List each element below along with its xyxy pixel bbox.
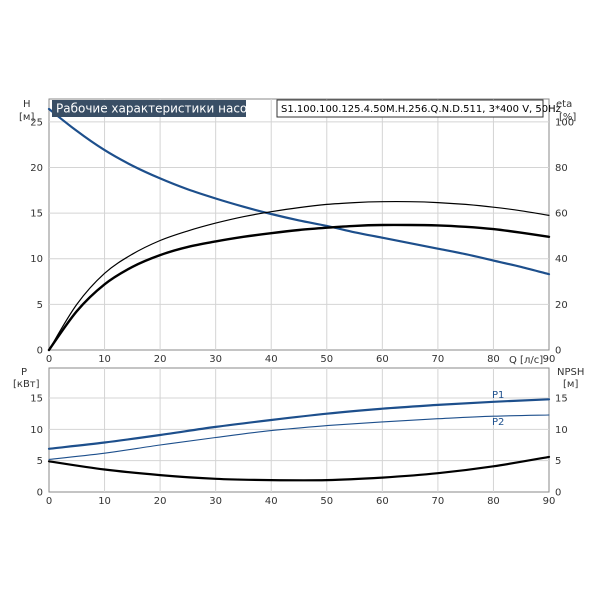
top-x-tick: 0 [46, 354, 52, 365]
top-panel: 0 10 20 30 40 50 60 70 80 90051015202502040608010… [19, 98, 576, 366]
bottom-x-tick: 70 [432, 496, 445, 507]
top-y-right-tick: 100 [555, 117, 574, 128]
top-x-tick: 20 [154, 354, 167, 365]
bottom-series-line-2 [47, 455, 551, 482]
bottom-series-line-p2 [48, 414, 550, 460]
top-y-left-tick: 25 [30, 117, 43, 128]
y-left-axis-label: H [23, 99, 31, 110]
top-tick-labels: 0 10 20 30 40 50 60 70 80 90051015202502040608010… [30, 117, 574, 365]
top-y-right-tick: 80 [555, 163, 568, 174]
bottom-x-tick: 10 [98, 496, 111, 507]
bottom-plot-frame [48, 367, 550, 493]
top-y-left-tick: 15 [30, 209, 43, 220]
bottom-x-tick: 20 [154, 496, 167, 507]
bottom-y-right-tick: 10 [555, 425, 568, 436]
bottom-y-left-tick: 5 [37, 456, 43, 467]
power-axis-unit: [кВт] [13, 379, 40, 390]
title-box [52, 100, 246, 117]
top-series-group [47, 107, 551, 352]
top-x-tick: 40 [265, 354, 278, 365]
top-x-tick: 60 [376, 354, 389, 365]
top-x-tick: 70 [432, 354, 445, 365]
top-series-line-2 [47, 223, 551, 352]
top-x-tick: 10 [98, 354, 111, 365]
top-y-right-tick: 20 [555, 300, 568, 311]
model-subtitle: S1.100.100.125.4.50M.H.256.Q.N.D.511, 3*… [281, 104, 561, 115]
top-x-tick: 50 [320, 354, 333, 365]
top-y-right-tick: 40 [555, 254, 568, 265]
bottom-series-line-p1 [47, 398, 551, 450]
bottom-x-tick: 50 [320, 496, 333, 507]
x-axis-label: Q [л/с] [509, 355, 543, 366]
top-series-line-0 [47, 107, 551, 276]
bottom-y-left-tick: 10 [30, 425, 43, 436]
top-y-right-tick: 0 [555, 346, 561, 357]
top-series-line-1 [48, 200, 550, 351]
chart-title: Рабочие характеристики насоса [56, 102, 261, 116]
bottom-x-tick: 60 [376, 496, 389, 507]
bottom-y-left-tick: 15 [30, 394, 43, 405]
bottom-series-group [47, 398, 551, 482]
bottom-y-right-tick: 0 [555, 488, 561, 499]
npsh-axis-unit: [м] [563, 379, 578, 390]
top-y-left-tick: 0 [37, 346, 43, 357]
bottom-x-tick: 90 [543, 496, 556, 507]
top-x-tick: 80 [487, 354, 500, 365]
npsh-axis-label: NPSH [557, 367, 584, 378]
legend-p1: P1 [492, 390, 504, 401]
bottom-x-tick: 0 [46, 496, 52, 507]
y-right-axis-unit: [%] [559, 112, 576, 123]
bottom-x-tick: 40 [265, 496, 278, 507]
bottom-y-left-tick: 0 [37, 488, 43, 499]
bottom-grid [49, 368, 549, 492]
top-grid [49, 99, 549, 350]
legend-p2: P2 [492, 417, 504, 428]
model-box [276, 99, 544, 118]
bottom-x-tick: 30 [209, 496, 222, 507]
bottom-y-right-tick: 5 [555, 456, 561, 467]
top-x-tick: 90 [543, 354, 556, 365]
y-left-axis-unit: [м] [19, 112, 34, 123]
top-y-left-tick: 10 [30, 254, 43, 265]
bottom-y-right-tick: 15 [555, 394, 568, 405]
y-right-axis-label: eta [556, 99, 572, 110]
bottom-x-tick: 80 [487, 496, 500, 507]
top-x-tick: 30 [209, 354, 222, 365]
top-y-right-tick: 60 [555, 209, 568, 220]
power-axis-label: P [21, 367, 27, 378]
top-y-left-tick: 5 [37, 300, 43, 311]
top-y-left-tick: 20 [30, 163, 43, 174]
top-plot-frame [48, 98, 550, 351]
